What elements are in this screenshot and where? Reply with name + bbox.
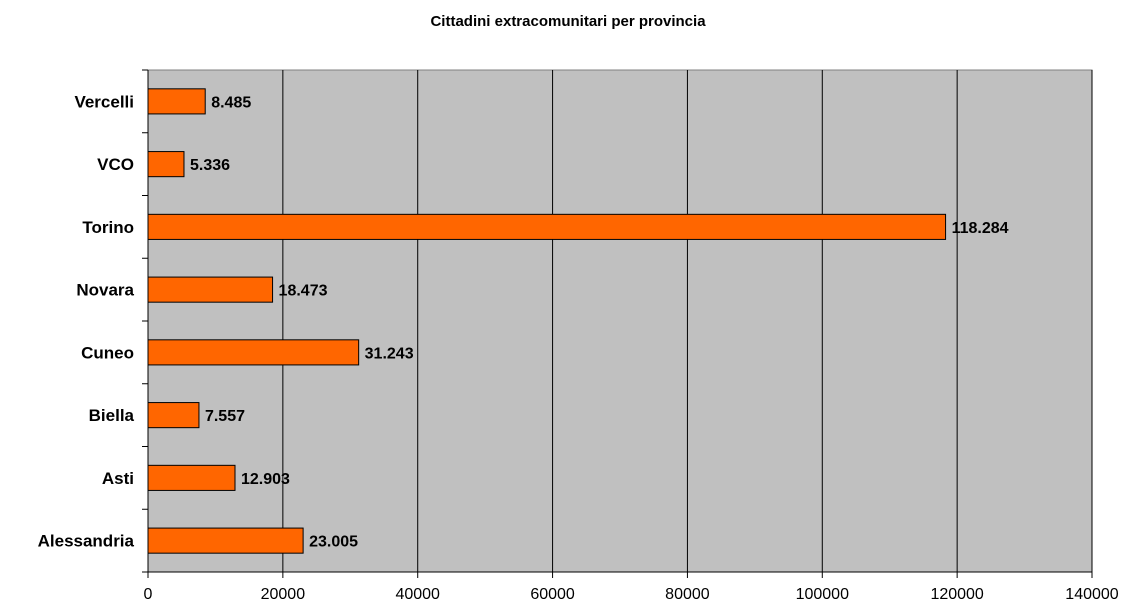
- category-label: VCO: [97, 155, 134, 174]
- category-labels: Alessandria Asti Biella Cuneo Novara Torino VC…: [38, 92, 135, 550]
- category-label: Torino: [82, 218, 134, 237]
- plot-area: [148, 70, 1092, 572]
- bar-torino: [148, 214, 946, 239]
- x-tick-label: 20000: [261, 586, 306, 603]
- category-label: Asti: [102, 469, 134, 488]
- data-label: 5.336: [190, 157, 230, 174]
- chart-title: Cittadini extracomunitari per provincia: [430, 13, 706, 30]
- category-label: Biella: [89, 406, 135, 425]
- x-tick-label: 80000: [665, 586, 710, 603]
- bar-biella: [148, 403, 199, 428]
- data-label: 8.485: [211, 94, 251, 111]
- x-tick-label: 40000: [395, 586, 440, 603]
- bar-novara: [148, 277, 273, 302]
- x-tick-label: 100000: [796, 586, 849, 603]
- data-label: 31.243: [365, 345, 414, 362]
- x-tick-label: 120000: [930, 586, 983, 603]
- category-label: Novara: [76, 281, 134, 300]
- bar-vercelli: [148, 89, 205, 114]
- data-label: 23.005: [309, 534, 358, 551]
- category-label: Alessandria: [38, 532, 135, 551]
- data-label: 118.284: [952, 220, 1009, 237]
- bar-alessandria: [148, 528, 303, 553]
- bar-asti: [148, 465, 235, 490]
- x-tick-label: 140000: [1065, 586, 1118, 603]
- x-tick-label: 60000: [530, 586, 575, 603]
- bar-vco: [148, 152, 184, 177]
- category-label: Vercelli: [74, 92, 134, 111]
- x-tick-label: 0: [144, 586, 153, 603]
- bar-cuneo: [148, 340, 359, 365]
- data-label: 7.557: [205, 408, 245, 425]
- category-label: Cuneo: [81, 343, 134, 362]
- data-label: 12.903: [241, 471, 290, 488]
- x-tick-labels: 0 20000 40000 60000 80000 100000 120000 140000: [144, 586, 1119, 603]
- data-label: 18.473: [279, 283, 328, 300]
